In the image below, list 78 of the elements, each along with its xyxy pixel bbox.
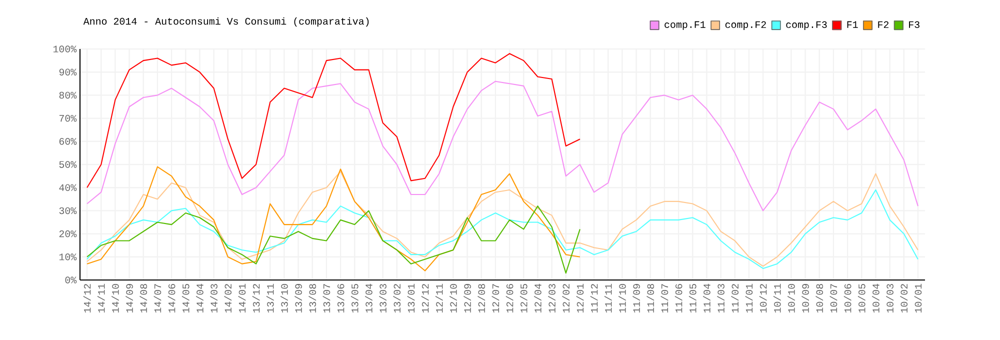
x-tick-label: 14/06	[168, 284, 176, 313]
x-tick-label: 11/02	[731, 284, 739, 313]
x-tick-label: 10/12	[759, 284, 767, 313]
x-tick-label: 10/11	[773, 284, 781, 313]
x-tick-label: 12/09	[464, 284, 471, 313]
x-tick-label: 14/07	[154, 284, 162, 313]
x-tick-label: 13/02	[393, 284, 401, 313]
x-tick-label: 12/03	[548, 284, 556, 313]
x-tick-label: 14/08	[140, 284, 148, 313]
x-tick-label: 12/06	[506, 284, 514, 313]
legend-label: comp.F2	[725, 21, 766, 30]
x-tick-label: 13/01	[407, 284, 415, 313]
y-tick-label: 50%	[59, 161, 77, 168]
x-tick-label: 13/10	[280, 284, 288, 313]
x-tick-label: 10/08	[816, 284, 824, 313]
x-tick-label: 12/02	[562, 284, 570, 313]
x-tick-label: 14/12	[83, 284, 91, 313]
y-tick-label: 90%	[59, 68, 77, 76]
x-tick-label: 14/05	[182, 284, 190, 313]
x-tick-label: 10/09	[802, 284, 809, 313]
x-tick-label: 11/08	[646, 284, 654, 313]
x-tick-label: 12/12	[421, 284, 429, 313]
x-tick-label: 13/11	[266, 284, 274, 313]
x-tick-label: 12/05	[520, 284, 528, 313]
y-tick-label: 70%	[59, 114, 77, 122]
x-tick-label: 10/02	[900, 284, 908, 313]
x-tick-label: 13/04	[365, 284, 372, 313]
x-tick-label: 13/05	[350, 284, 358, 313]
chart-title: Anno 2014 - Autoconsumi Vs Consumi (comparativa)	[83, 17, 369, 27]
x-tick-label: 12/04	[534, 284, 542, 313]
x-tick-label: 12/01	[576, 284, 584, 313]
x-tick-label: 10/10	[788, 284, 795, 313]
y-tick-label: 30%	[59, 207, 77, 214]
legend-label: F2	[878, 21, 888, 28]
legend-label: comp.F3	[786, 21, 827, 30]
x-tick-label: 11/04	[703, 284, 710, 313]
x-tick-label: 11/05	[688, 284, 696, 313]
legend-label: comp.F1	[664, 21, 706, 30]
x-tick-label: 14/11	[97, 284, 105, 313]
x-tick-label: 11/06	[674, 284, 682, 313]
y-tick-label: 0%	[65, 276, 77, 284]
x-tick-label: 14/02	[224, 284, 232, 313]
x-tick-label: 13/09	[294, 284, 302, 313]
x-tick-label: 12/07	[492, 284, 500, 313]
x-tick-label: 10/05	[858, 284, 866, 313]
x-tick-label: 10/04	[872, 284, 880, 313]
x-tick-label: 14/03	[210, 284, 218, 313]
x-tick-label: 12/10	[450, 284, 457, 313]
x-tick-label: 13/07	[322, 284, 330, 313]
x-tick-label: 10/07	[830, 284, 838, 313]
x-tick-label: 10/01	[914, 284, 922, 313]
x-tick-label: 11/01	[745, 284, 753, 313]
legend-label: F3	[909, 21, 920, 28]
x-tick-label: 12/11	[435, 284, 443, 313]
x-tick-label: 14/09	[126, 284, 133, 313]
x-tick-label: 11/12	[590, 284, 598, 313]
legend-label: F1	[847, 21, 858, 28]
x-tick-label: 13/03	[379, 284, 386, 313]
x-tick-label: 10/06	[844, 284, 852, 313]
x-tick-label: 14/04	[196, 284, 204, 313]
y-tick-label: 40%	[59, 184, 77, 191]
y-tick-label: 60%	[59, 138, 77, 145]
x-tick-label: 14/10	[112, 284, 119, 313]
x-tick-label: 11/10	[618, 284, 626, 313]
x-tick-label: 14/01	[238, 284, 246, 313]
x-tick-label: 10/03	[886, 284, 894, 313]
x-tick-label: 11/09	[632, 284, 640, 313]
x-tick-label: 11/03	[717, 284, 724, 313]
x-tick-label: 13/12	[252, 284, 260, 313]
x-tick-label: 13/06	[336, 284, 344, 313]
y-tick-label: 80%	[59, 92, 77, 99]
y-tick-label: 100%	[53, 46, 77, 52]
x-tick-label: 11/07	[660, 284, 668, 313]
y-tick-label: 10%	[59, 254, 77, 260]
x-tick-label: 13/08	[308, 284, 316, 313]
x-tick-label: 11/11	[604, 284, 612, 313]
x-tick-label: 12/08	[478, 284, 486, 313]
y-tick-label: 20%	[59, 230, 77, 238]
